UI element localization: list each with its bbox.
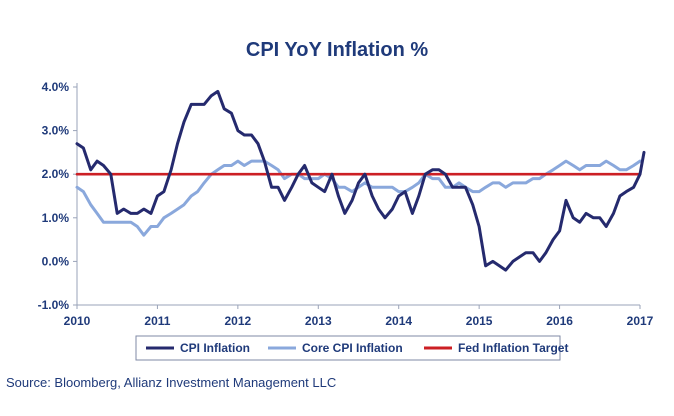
y-tick-label: 0.0% (42, 254, 70, 268)
y-tick-label: 3.0% (42, 124, 70, 138)
series-layer (75, 89, 646, 272)
chart-title: CPI YoY Inflation % (246, 39, 428, 61)
series-line-core-cpi-inflation (75, 159, 642, 237)
axes: -1.0% 0.0% 1.0% 2.0% 3.0% 4.0% 2010 2011 2012 201… (38, 80, 654, 328)
y-tick-label: 1.0% (42, 211, 70, 225)
x-tick-label: 2013 (305, 314, 332, 328)
x-tick-label: 2017 (627, 314, 654, 328)
x-tick-label: 2011 (144, 314, 170, 328)
source-note: Source: Bloomberg, Allianz Investment Ma… (6, 375, 336, 390)
x-tick-label: 2010 (64, 314, 91, 328)
legend-entry-fed-inflation-target: Fed Inflation Target (458, 341, 568, 355)
y-tick-label: -1.0% (38, 298, 70, 312)
y-tick-label: 2.0% (42, 167, 70, 181)
y-tick-label: 4.0% (42, 80, 70, 94)
legend-entry-cpi-inflation: CPI Inflation (180, 341, 250, 355)
x-tick-label: 2015 (466, 314, 493, 328)
x-tick-label: 2012 (225, 314, 252, 328)
legend-box (135, 335, 561, 361)
series-line-cpi-inflation (75, 89, 646, 272)
x-tick-label: 2016 (546, 314, 573, 328)
legend-entry-core-cpi-inflation: Core CPI Inflation (302, 341, 403, 355)
legend: CPI Inflation Core CPI Inflation Fed Infla… (135, 335, 568, 361)
x-tick-label: 2014 (385, 314, 412, 328)
